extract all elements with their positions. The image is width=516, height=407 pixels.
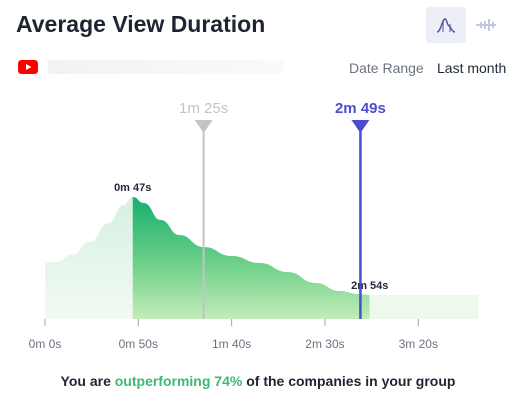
date-range-label: Date Range — [349, 60, 424, 76]
summary-prefix: You are — [60, 373, 115, 389]
view-duration-distribution-chart: 0m 0s 0m 50s 1m 40s 2m 30s 3m 20s 0m 47s 2m 5… — [29, 100, 478, 351]
x-tick-label: 2m 30s — [305, 337, 344, 351]
date-range-selector[interactable]: Last month — [437, 60, 507, 76]
summary-suffix: of the companies in your group — [242, 373, 456, 389]
area-below-peak — [45, 197, 133, 319]
x-tick-label: 0m 50s — [119, 337, 158, 351]
x-tick-label: 3m 20s — [399, 337, 438, 351]
youtube-icon — [18, 60, 38, 74]
chart-view-toggle — [426, 7, 506, 43]
x-tick-label: 0m 0s — [29, 337, 62, 351]
upper-bound-label: 2m 54s — [351, 280, 388, 292]
area-peak-to-upper — [132, 197, 370, 319]
distribution-area — [45, 197, 478, 319]
distribution-view-button[interactable] — [426, 7, 466, 43]
summary-statement: You are outperforming 74% of the compani… — [0, 373, 516, 389]
channel-name-redacted — [48, 60, 284, 74]
area-above-upper — [369, 294, 478, 319]
x-tick-label: 1m 40s — [212, 337, 251, 351]
your-channel-label: 2m 49s — [335, 100, 386, 117]
peak-label: 0m 47s — [114, 182, 151, 194]
strip-plot-icon — [476, 19, 496, 31]
group-average-marker — [194, 120, 213, 133]
summary-highlight: outperforming 74% — [114, 373, 243, 389]
your-channel-marker — [351, 120, 370, 133]
page-title: Average View Duration — [16, 11, 266, 37]
group-average-label: 1m 25s — [179, 100, 228, 117]
markers: 0m 47s 2m 54s 1m 25s 2m 49s — [114, 100, 388, 319]
comparison-view-button[interactable] — [466, 7, 506, 43]
x-axis: 0m 0s 0m 50s 1m 40s 2m 30s 3m 20s — [29, 319, 438, 351]
bell-curve-icon — [436, 18, 456, 33]
